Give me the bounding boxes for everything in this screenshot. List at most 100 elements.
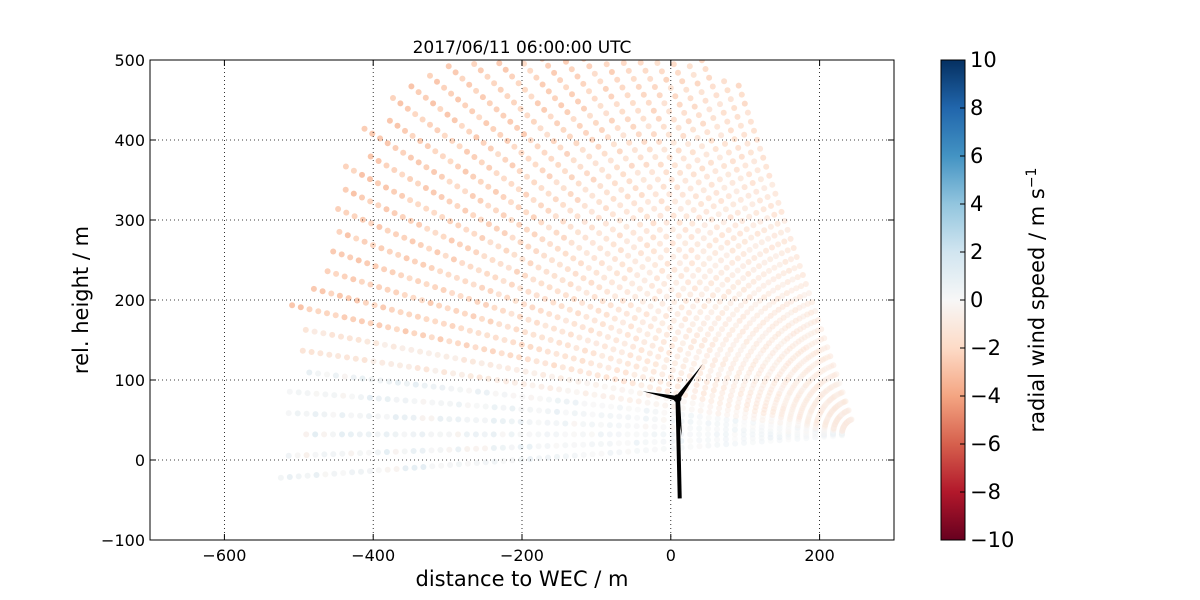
scan-point bbox=[527, 456, 534, 462]
scan-point bbox=[669, 367, 676, 374]
scan-point bbox=[706, 255, 713, 262]
scan-point bbox=[580, 441, 587, 448]
scan-point bbox=[846, 417, 853, 424]
scan-point bbox=[776, 431, 783, 438]
scan-point bbox=[830, 432, 836, 439]
scan-point bbox=[688, 412, 695, 419]
scan-point bbox=[364, 338, 371, 345]
scan-point bbox=[484, 332, 491, 339]
scan-point bbox=[358, 318, 365, 325]
scan-point bbox=[471, 154, 478, 160]
scan-point bbox=[517, 313, 523, 320]
scan-point bbox=[603, 189, 610, 196]
scan-point bbox=[353, 235, 360, 242]
scan-point bbox=[722, 356, 729, 363]
scan-point bbox=[740, 275, 747, 282]
scan-point bbox=[548, 155, 555, 162]
scan-point bbox=[549, 257, 555, 264]
scan-point bbox=[673, 279, 680, 286]
scan-point bbox=[383, 413, 390, 420]
scan-point bbox=[497, 86, 504, 93]
scan-point bbox=[542, 360, 549, 367]
scan-point bbox=[444, 111, 451, 118]
scan-point bbox=[428, 415, 435, 422]
scan-point bbox=[765, 279, 772, 286]
scan-point bbox=[678, 322, 685, 329]
scan-point bbox=[498, 350, 505, 357]
scan-point bbox=[725, 149, 732, 156]
scan-point bbox=[570, 157, 577, 164]
scan-point bbox=[815, 413, 822, 420]
scan-point bbox=[708, 280, 715, 287]
scan-point bbox=[818, 407, 825, 414]
scan-point bbox=[776, 437, 783, 444]
scan-point bbox=[760, 282, 767, 289]
scan-point bbox=[504, 137, 511, 144]
scan-point bbox=[788, 298, 795, 305]
scan-point bbox=[650, 248, 657, 255]
scan-point bbox=[299, 347, 306, 354]
scan-point bbox=[705, 420, 712, 427]
scan-point bbox=[459, 75, 466, 82]
scan-point bbox=[827, 373, 834, 380]
scan-point bbox=[630, 343, 637, 350]
scan-point bbox=[812, 308, 819, 315]
scan-point bbox=[447, 400, 454, 407]
scan-point bbox=[789, 369, 796, 376]
colorbar-label-superscript: −1 bbox=[1024, 168, 1040, 189]
scan-point bbox=[821, 402, 828, 409]
scan-point bbox=[675, 292, 682, 299]
scan-point bbox=[335, 206, 342, 212]
turbine-blade bbox=[675, 398, 682, 436]
scan-point bbox=[618, 349, 625, 356]
scan-point bbox=[471, 61, 478, 67]
scan-point bbox=[741, 238, 748, 245]
scan-point bbox=[726, 370, 732, 377]
scan-point bbox=[294, 452, 301, 459]
scan-point bbox=[320, 330, 327, 337]
scan-point bbox=[383, 206, 390, 213]
scan-point bbox=[338, 251, 345, 258]
scan-point bbox=[475, 330, 482, 336]
scan-point bbox=[819, 406, 826, 413]
scan-point bbox=[677, 169, 684, 176]
scan-point bbox=[795, 420, 802, 427]
scan-point bbox=[716, 176, 723, 183]
scan-point bbox=[464, 148, 470, 155]
scan-point bbox=[727, 346, 734, 353]
scan-point bbox=[440, 233, 447, 240]
scan-point bbox=[367, 153, 374, 160]
scan-point bbox=[401, 234, 408, 241]
scan-point bbox=[616, 413, 623, 420]
scan-point bbox=[509, 73, 516, 80]
scan-point bbox=[517, 431, 524, 438]
scan-point bbox=[611, 180, 618, 187]
scan-point bbox=[706, 242, 713, 249]
scan-point bbox=[819, 391, 826, 397]
scan-point bbox=[676, 233, 682, 240]
scan-point bbox=[712, 237, 719, 244]
scan-point bbox=[844, 419, 851, 426]
scan-point bbox=[403, 255, 410, 262]
scan-point bbox=[819, 356, 826, 363]
scan-point bbox=[350, 276, 357, 283]
scan-point bbox=[839, 425, 846, 432]
scan-point bbox=[808, 352, 815, 359]
scan-point bbox=[797, 411, 804, 418]
scan-point bbox=[842, 420, 849, 427]
scan-point bbox=[544, 131, 551, 138]
scan-point bbox=[787, 371, 794, 378]
scan-point bbox=[824, 344, 831, 351]
scan-point bbox=[655, 386, 662, 393]
scan-point bbox=[591, 70, 598, 77]
scan-point bbox=[538, 202, 544, 209]
scan-point bbox=[770, 298, 777, 305]
scan-point bbox=[817, 381, 824, 387]
scan-point bbox=[637, 236, 644, 242]
scan-point bbox=[496, 321, 503, 328]
scan-point bbox=[784, 279, 791, 285]
scan-point bbox=[462, 188, 469, 195]
scan-point bbox=[604, 134, 611, 141]
scan-point bbox=[676, 246, 683, 253]
scan-point bbox=[761, 185, 768, 192]
